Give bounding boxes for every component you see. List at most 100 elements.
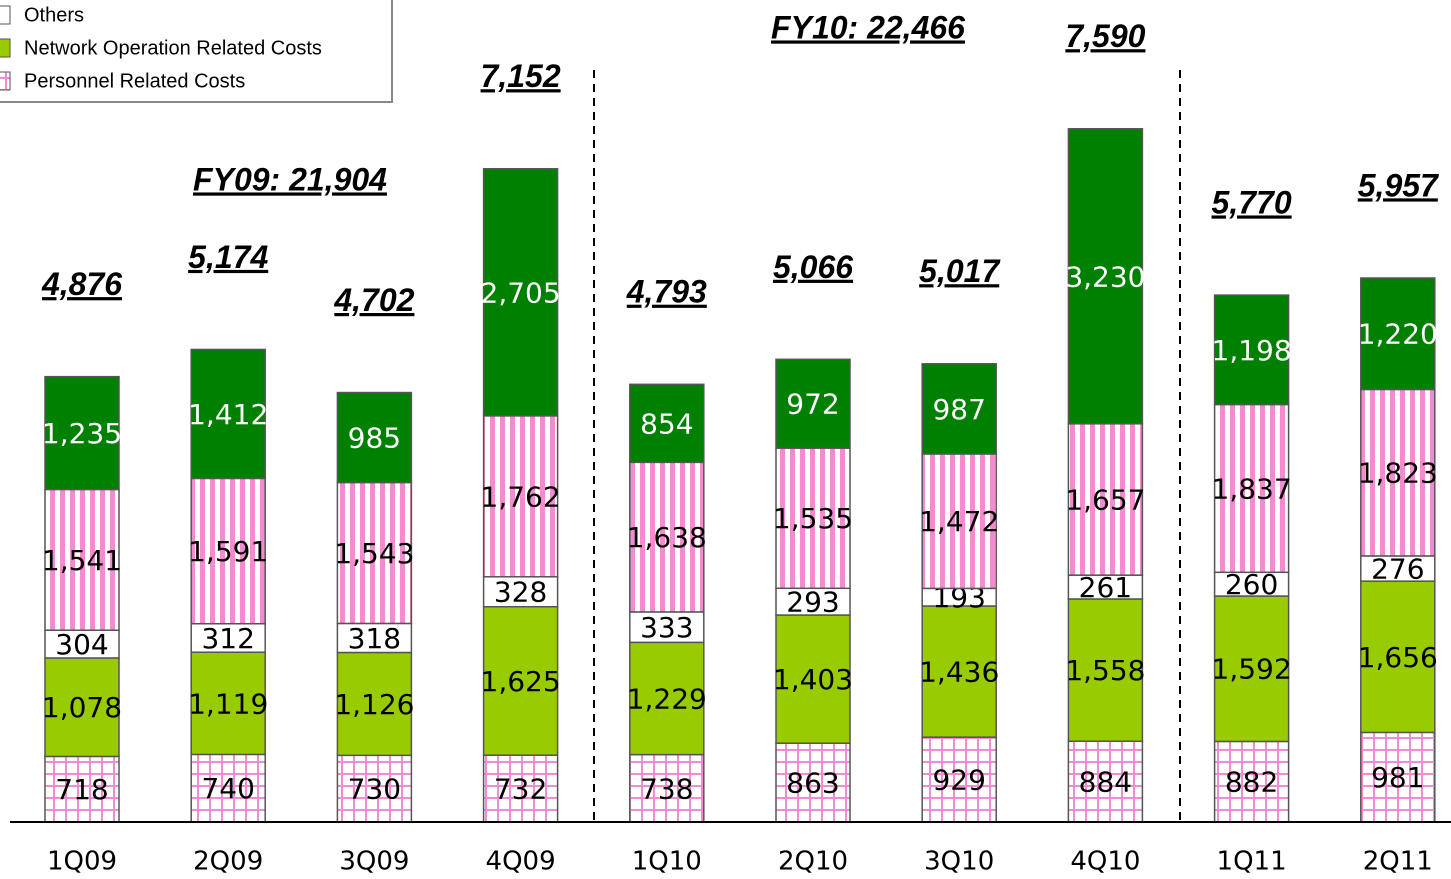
x-tick-label: 1Q11 <box>1217 847 1287 877</box>
annotation: FY09: 21,904 <box>193 161 387 197</box>
bar-segment <box>1360 731 1436 823</box>
bar-segment <box>482 576 559 608</box>
bar-segment <box>336 622 413 654</box>
bar-segment <box>1360 277 1436 391</box>
annotation: FY10: 22,466 <box>771 9 965 45</box>
total-label: 5,174 <box>188 239 268 275</box>
data-label: 2,705 <box>481 276 561 309</box>
total-label: 5,017 <box>919 253 1001 289</box>
data-label: 1,591 <box>188 535 268 568</box>
bar-segment <box>190 348 266 480</box>
data-label: 1,229 <box>627 682 707 715</box>
data-label: 1,592 <box>1212 653 1292 686</box>
x-tick-label: 1Q10 <box>632 847 702 877</box>
legend <box>0 0 393 103</box>
data-label: 972 <box>786 388 839 421</box>
legend-label: Personnel Related Costs <box>24 70 245 92</box>
data-label: 328 <box>494 576 547 609</box>
legend-swatch <box>0 5 11 25</box>
bar-segment <box>1360 580 1436 734</box>
bar-segment <box>1213 595 1290 743</box>
legend-label: Others <box>24 4 84 26</box>
data-label: 1,472 <box>919 505 999 538</box>
total-label: 5,770 <box>1212 184 1292 220</box>
x-tick-label: 2Q11 <box>1363 847 1433 877</box>
data-label: 1,541 <box>42 544 122 577</box>
data-label: 293 <box>786 586 839 619</box>
data-label: 1,403 <box>773 663 853 696</box>
x-tick-label: 4Q09 <box>486 847 556 877</box>
data-label: 1,656 <box>1358 641 1438 674</box>
data-label: 854 <box>640 407 693 440</box>
data-label: 985 <box>348 422 401 455</box>
bar-segment <box>775 614 851 744</box>
bar-segment <box>775 358 851 449</box>
data-label: 1,543 <box>334 537 414 570</box>
data-label: 1,078 <box>42 691 122 724</box>
data-label: 1,119 <box>188 687 268 720</box>
data-label: 1,558 <box>1065 654 1145 687</box>
data-label: 882 <box>1225 766 1278 799</box>
data-label: 1,220 <box>1358 318 1438 351</box>
legend-label: Network Operation Related Costs <box>24 37 322 59</box>
bar-segment <box>44 375 120 491</box>
data-label: 738 <box>640 772 693 805</box>
x-tick-label: 2Q10 <box>778 847 848 877</box>
bar-segment <box>1213 740 1290 823</box>
bar-segment <box>336 651 413 757</box>
bar-segment <box>1213 403 1290 574</box>
total-label: 4,793 <box>626 274 707 310</box>
bar-segment <box>1067 128 1144 425</box>
bar-segment <box>1360 388 1436 557</box>
bar-segment <box>629 753 705 823</box>
data-label: 1,198 <box>1212 334 1292 367</box>
bar-segment <box>482 168 559 417</box>
bar-segment <box>336 754 413 823</box>
data-label: 1,762 <box>481 480 561 513</box>
data-label: 1,638 <box>627 521 707 554</box>
data-label: 1,625 <box>481 665 561 698</box>
data-label: 1,126 <box>334 688 414 721</box>
total-label: 4,702 <box>333 282 414 318</box>
bar-segment <box>775 447 851 590</box>
data-label: 863 <box>786 767 839 800</box>
data-label: 333 <box>640 611 693 644</box>
data-label: 318 <box>348 622 401 655</box>
x-tick-label: 3Q10 <box>924 847 994 877</box>
bar-segment <box>44 629 120 659</box>
bar-segment <box>44 657 120 758</box>
data-label: 1,657 <box>1065 483 1145 516</box>
x-tick-label: 3Q09 <box>339 847 409 877</box>
total-label: 7,152 <box>481 58 561 94</box>
bar-segment <box>44 488 120 631</box>
bar-segment <box>190 477 266 625</box>
total-label: 7,590 <box>1065 18 1145 54</box>
data-label: 732 <box>494 773 547 806</box>
data-label: 981 <box>1371 761 1424 794</box>
bar-segment <box>1213 294 1290 406</box>
legend-swatch <box>0 38 11 58</box>
total-label: 4,876 <box>41 266 122 302</box>
data-label: 260 <box>1225 568 1278 601</box>
bar-segment <box>629 383 705 464</box>
data-label: 740 <box>201 772 254 805</box>
bar-segment <box>629 641 705 756</box>
data-label: 1,436 <box>919 656 999 689</box>
total-label: 5,957 <box>1358 167 1440 203</box>
data-label: 718 <box>55 773 108 806</box>
bar-segment <box>336 481 413 625</box>
bar-segment <box>482 415 559 578</box>
legend-swatch <box>0 71 11 91</box>
bar-segment <box>190 753 266 823</box>
x-tick-label: 4Q10 <box>1070 847 1140 877</box>
data-label: 730 <box>348 773 401 806</box>
bar-segment <box>1067 423 1144 576</box>
data-label: 3,230 <box>1065 260 1145 293</box>
data-label: 304 <box>55 628 108 661</box>
data-label: 261 <box>1079 571 1132 604</box>
bar-segment <box>1067 598 1144 743</box>
data-label: 1,837 <box>1212 472 1292 505</box>
bar-segment <box>1360 555 1436 582</box>
total-label: 5,066 <box>773 249 853 285</box>
data-label: 1,235 <box>42 417 122 450</box>
